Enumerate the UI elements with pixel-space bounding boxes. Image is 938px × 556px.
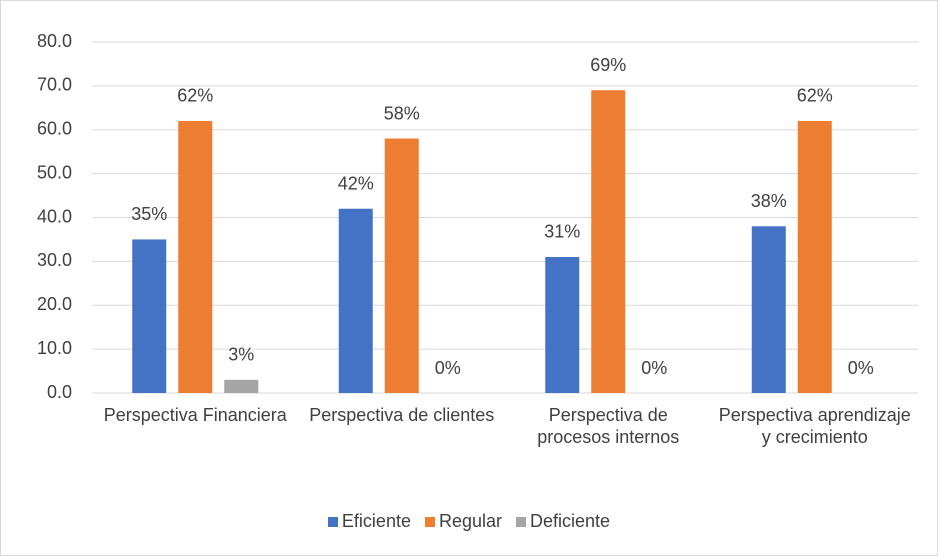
y-tick-label: 80.0 (37, 31, 72, 51)
y-tick-label: 10.0 (37, 338, 72, 358)
legend-label: Eficiente (341, 511, 411, 531)
data-label: 62% (797, 86, 833, 106)
x-tick-label: Perspectiva Financiera (103, 405, 287, 425)
y-tick-label: 40.0 (37, 206, 72, 226)
data-label: 58% (384, 103, 420, 123)
legend-swatch (424, 516, 435, 527)
bar (338, 208, 373, 393)
legend-item: Regular (424, 511, 503, 532)
x-tick-label: Perspectiva aprendizaje y crecimiento (718, 405, 911, 447)
legend-item: Eficiente (327, 511, 411, 532)
bar (224, 379, 259, 393)
bar (591, 90, 626, 393)
bar (751, 226, 786, 393)
data-label: 0% (641, 358, 667, 378)
y-tick-label: 60.0 (37, 119, 72, 139)
y-tick-label: 30.0 (37, 250, 72, 270)
data-label: 69% (590, 55, 626, 75)
legend: Eficiente Regular Deficiente (0, 511, 938, 532)
y-tick-label: 70.0 (37, 75, 72, 95)
legend-label: Regular (438, 511, 503, 531)
bar (545, 256, 580, 393)
y-tick-label: 20.0 (37, 294, 72, 314)
bar (132, 239, 167, 393)
y-tick-label: 0.0 (47, 382, 72, 402)
data-label: 35% (131, 204, 167, 224)
data-label: 42% (338, 173, 374, 193)
legend-swatch (327, 516, 338, 527)
x-tick-label: Perspectiva de procesos internos (537, 405, 680, 447)
data-label: 62% (177, 86, 213, 106)
legend-swatch (516, 516, 527, 527)
legend-label: Deficiente (530, 511, 611, 531)
bar (178, 120, 213, 393)
data-label: 0% (435, 358, 461, 378)
data-label: 38% (751, 191, 787, 211)
y-tick-label: 50.0 (37, 162, 72, 182)
bar (797, 120, 832, 393)
data-label: 0% (848, 358, 874, 378)
data-label: 31% (544, 222, 580, 242)
bar (384, 138, 419, 393)
data-label: 3% (228, 345, 254, 365)
x-tick-label: Perspectiva de clientes (309, 405, 495, 425)
legend-item: Deficiente (516, 511, 610, 532)
